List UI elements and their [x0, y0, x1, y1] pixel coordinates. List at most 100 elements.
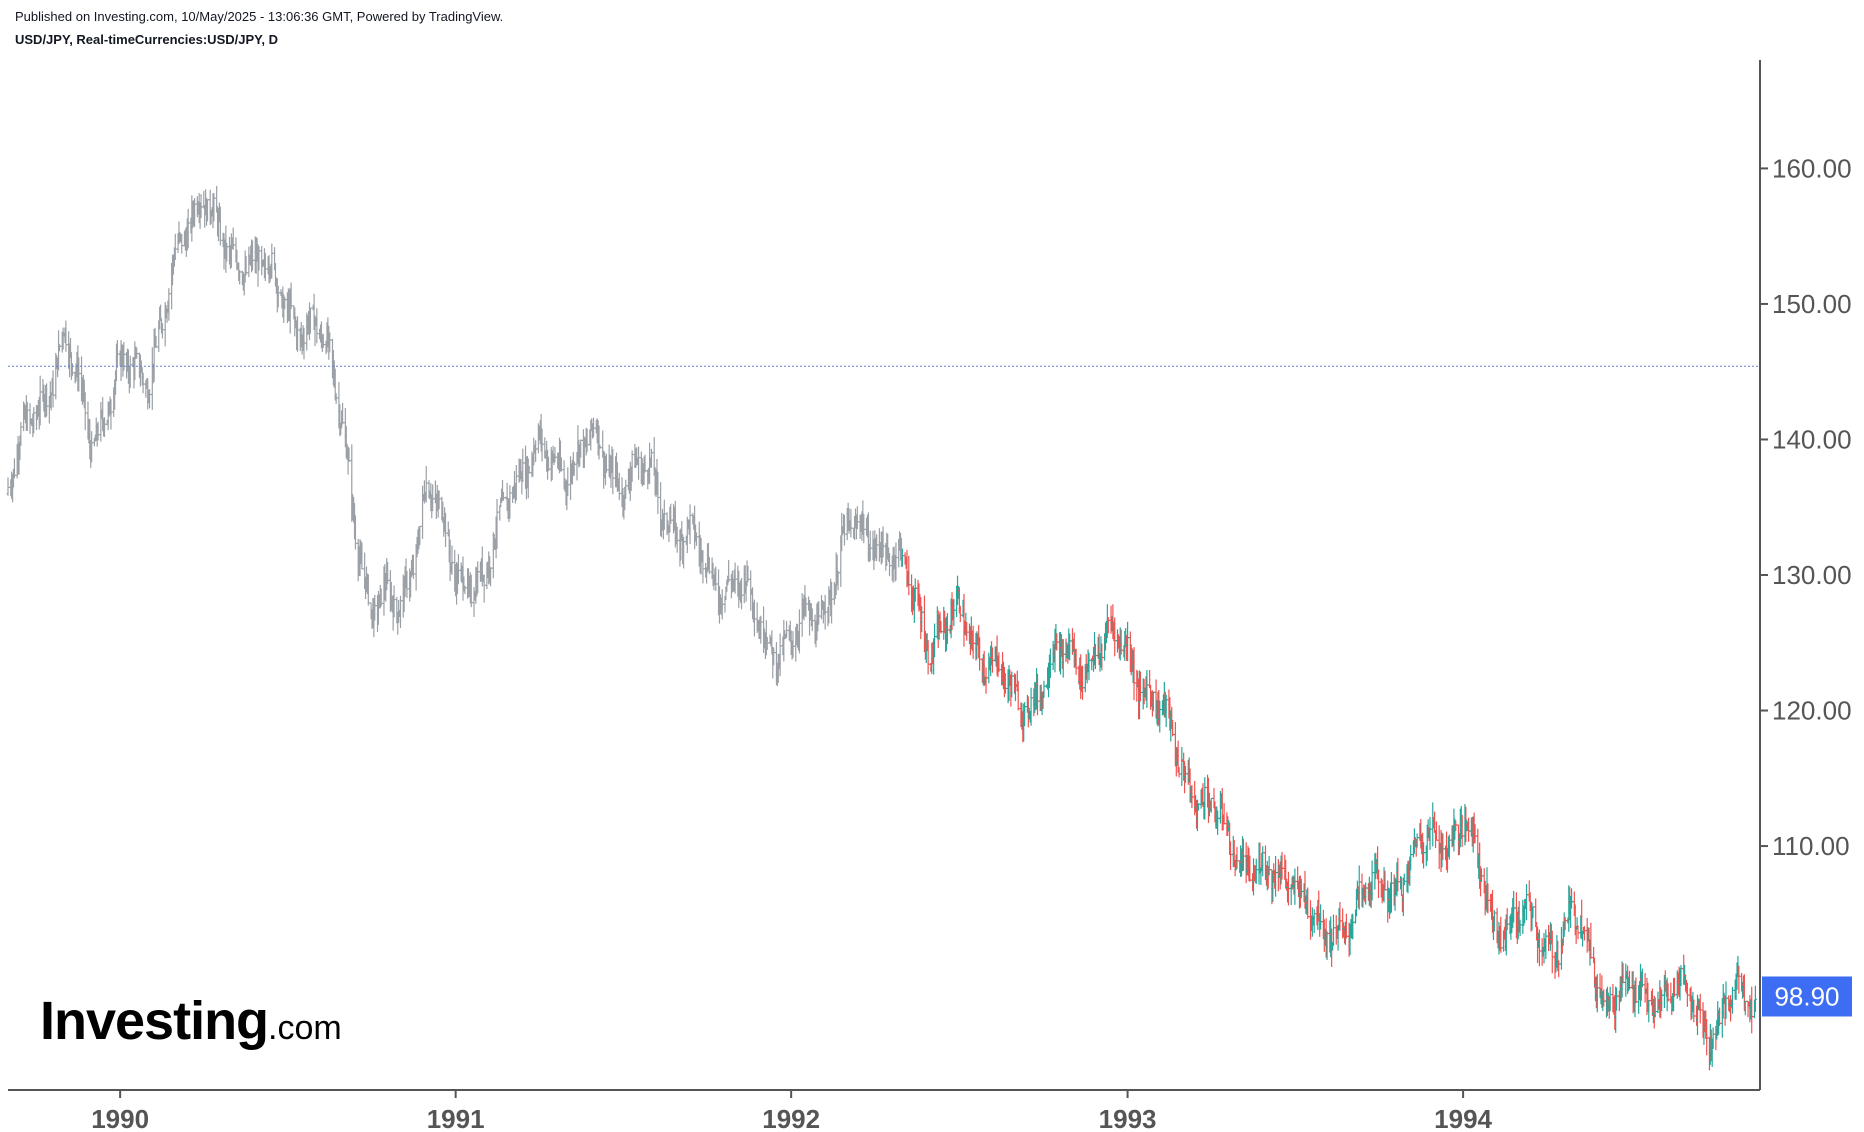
- ohlc-bar: [1673, 977, 1677, 997]
- ohlc-bar: [1402, 873, 1406, 886]
- ohlc-bar: [1698, 993, 1702, 1024]
- ohlc-bar: [218, 206, 222, 246]
- ohlc-bar: [6, 477, 10, 496]
- ohlc-bar: [225, 243, 229, 262]
- ohlc-bar: [714, 566, 718, 591]
- ohlc-bar: [1434, 821, 1438, 841]
- ohlc-bar: [1235, 847, 1239, 869]
- ohlc-bar: [25, 401, 29, 431]
- ohlc-bar: [810, 608, 814, 632]
- ohlc-bar: [444, 512, 448, 548]
- ohlc-bar: [373, 594, 377, 621]
- ohlc-bar: [501, 491, 505, 501]
- ohlc-bar: [489, 567, 493, 587]
- ohlc-bar: [1351, 913, 1355, 940]
- ohlc-bar: [1081, 665, 1085, 700]
- ohlc-bar: [1576, 925, 1580, 940]
- ohlc-bar: [888, 553, 892, 577]
- ohlc-bar: [57, 344, 61, 352]
- published-caption: Published on Investing.com, 10/May/2025 …: [15, 9, 504, 24]
- ohlc-bar: [508, 485, 512, 519]
- ohlc-bar: [534, 440, 538, 463]
- ohlc-bar: [90, 431, 94, 463]
- ohlc-bar: [231, 227, 235, 250]
- ohlc-bar: [1248, 855, 1252, 882]
- ohlc-bar: [1003, 673, 1007, 694]
- ohlc-bar: [694, 532, 698, 546]
- ohlc-bar: [1293, 868, 1297, 905]
- ohlc-bar: [180, 234, 184, 254]
- ohlc-bar: [585, 428, 589, 453]
- ohlc-bar: [141, 372, 145, 394]
- ohlc-bar: [688, 504, 692, 545]
- ohlc-bar: [1267, 855, 1271, 876]
- ohlc-bar: [1627, 970, 1631, 990]
- ohlc-bar: [19, 422, 23, 446]
- ohlc-bar: [733, 562, 737, 594]
- ohlc-bar: [1312, 909, 1316, 934]
- logo-main-text: Investing: [40, 991, 269, 1051]
- ohlc-bar: [1113, 617, 1117, 657]
- ohlc-bar: [1685, 982, 1689, 1007]
- ohlc-bar: [1492, 910, 1496, 932]
- ohlc-bar: [199, 194, 203, 219]
- ohlc-bar: [978, 637, 982, 671]
- ohlc-bar: [1093, 643, 1097, 670]
- ohlc-bar: [984, 667, 988, 694]
- ohlc-bar: [1325, 931, 1329, 961]
- ohlc-bar: [482, 574, 486, 603]
- ohlc-bar: [778, 633, 782, 677]
- ohlc-bar: [186, 208, 190, 249]
- ohlc-bar: [1550, 930, 1554, 974]
- ohlc-bar: [1621, 963, 1625, 984]
- ohlc-bar: [424, 465, 428, 503]
- ohlc-bar: [1209, 797, 1213, 813]
- ohlc-bar: [527, 466, 531, 474]
- ohlc-bar: [727, 559, 731, 583]
- ohlc-bar: [154, 336, 158, 349]
- ohlc-bar: [1653, 997, 1657, 1018]
- ohlc-bar: [939, 621, 943, 634]
- ohlc-bar: [193, 197, 197, 228]
- ohlc-bar: [1023, 702, 1027, 727]
- ohlc-bar: [1422, 842, 1426, 869]
- ohlc-bar: [1647, 999, 1651, 1023]
- ohlc-bar: [1389, 872, 1393, 913]
- ohlc-bar: [366, 574, 370, 606]
- ohlc-bar: [875, 534, 879, 562]
- ohlc-bar: [1319, 904, 1323, 930]
- ohlc-bar: [1158, 700, 1162, 733]
- x-tick-label: 1994: [1434, 1104, 1492, 1132]
- ohlc-bar: [109, 399, 113, 430]
- ohlc-bar: [1428, 816, 1432, 850]
- ohlc-bar: [1415, 833, 1419, 848]
- ohlc-bar: [1505, 908, 1509, 931]
- ohlc-bar: [521, 448, 525, 483]
- ohlc-bar: [1753, 985, 1757, 1012]
- ohlc-bar: [759, 615, 763, 644]
- ohlc-bar: [1499, 916, 1503, 953]
- ohlc-bar: [1254, 858, 1258, 884]
- ohlc-bar: [907, 555, 911, 596]
- ohlc-bar: [1087, 652, 1091, 681]
- ohlc-bar: [12, 458, 16, 479]
- ohlc-bar: [1029, 687, 1033, 726]
- ohlc-bar: [1229, 841, 1233, 871]
- ohlc-bar: [868, 530, 872, 561]
- ohlc-bar: [1074, 648, 1078, 675]
- ohlc-bar: [315, 308, 319, 344]
- ohlc-bar: [933, 623, 937, 658]
- ohlc-bar: [836, 570, 840, 591]
- x-axis-ticks: 1990 1991 1992 1993 1994: [91, 1090, 1493, 1132]
- ohlc-bar: [540, 428, 544, 462]
- ohlc-bar: [302, 327, 306, 360]
- ohlc-bar: [1518, 919, 1522, 937]
- last-price-tag: 98.90: [1762, 976, 1852, 1017]
- ohlc-bar: [1409, 844, 1413, 871]
- ohlc-bar: [830, 581, 834, 624]
- symbol-caption: USD/JPY, Real-timeCurrencies:USD/JPY, D: [15, 32, 278, 47]
- ohlc-bar: [1274, 856, 1278, 897]
- ohlc-bar: [1396, 857, 1400, 892]
- ohlc-bar: [421, 485, 425, 539]
